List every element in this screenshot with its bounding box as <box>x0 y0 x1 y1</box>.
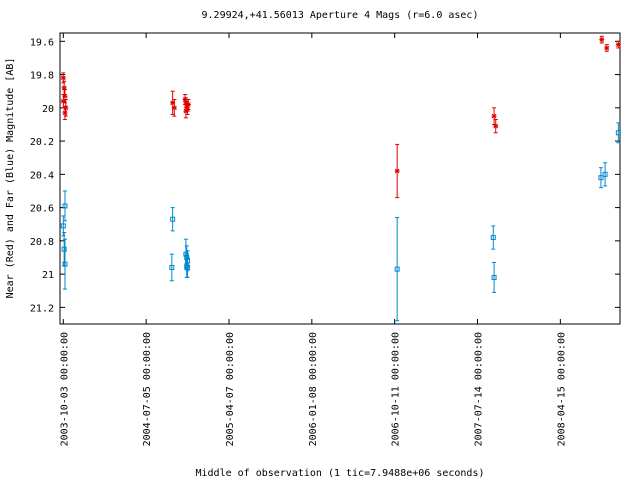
point-marker <box>60 75 66 81</box>
point-marker <box>171 105 177 111</box>
y-tick-label: 21 <box>42 270 54 281</box>
series-2 <box>60 122 621 322</box>
point-marker <box>491 274 497 280</box>
x-tick-label: 2004-07-05 00:00:00 <box>142 332 153 446</box>
point-marker <box>490 235 496 241</box>
y-tick-label: 21.2 <box>30 303 54 314</box>
data-point <box>491 261 497 293</box>
point-marker <box>62 261 68 267</box>
data-point <box>602 162 608 187</box>
data-point <box>62 105 68 120</box>
x-tick-label: 2003-10-03 00:00:00 <box>59 332 70 446</box>
x-tick-label: 2007-07-14 00:00:00 <box>474 332 485 446</box>
plot-frame <box>59 32 621 325</box>
x-tick-label: 2006-01-08 00:00:00 <box>308 332 319 446</box>
data-point <box>62 238 68 290</box>
x-axis: 2003-10-03 00:00:00 2004-07-05 00:00:00 20… <box>59 33 567 446</box>
data-point <box>394 143 400 199</box>
point-marker <box>170 216 176 222</box>
y-tick-label: 19.8 <box>30 71 54 82</box>
x-tick-label: 2006-10-11 00:00:00 <box>391 332 402 446</box>
point-marker <box>491 113 497 119</box>
point-marker <box>60 223 66 229</box>
data-point <box>171 99 177 117</box>
point-marker <box>599 37 605 43</box>
y-tick-label: 20 <box>42 104 54 115</box>
data-point <box>598 167 604 189</box>
y-axis-label: Near (Red) and Far (Blue) Magnitude [AB] <box>5 58 16 299</box>
x-axis-label: Middle of observation (1 tic=7.9488e+06 … <box>196 468 485 479</box>
point-marker <box>394 266 400 272</box>
series-1 <box>60 35 621 199</box>
y-axis: 19.6 19.8 20 20.2 20.4 20.6 20.8 21 21.2 <box>30 37 620 314</box>
data-point <box>493 118 499 134</box>
y-tick-label: 19.6 <box>30 37 54 48</box>
point-marker <box>604 45 610 51</box>
data-point <box>185 256 191 278</box>
x-tick-label: 2005-04-07 00:00:00 <box>225 332 236 446</box>
data-point <box>169 253 175 282</box>
point-marker <box>62 110 68 116</box>
point-marker <box>185 264 191 270</box>
y-tick-label: 20.2 <box>30 137 54 148</box>
y-tick-label: 20.8 <box>30 237 54 248</box>
point-marker <box>394 168 400 174</box>
x-tick-label: 2008-04-15 00:00:00 <box>556 332 567 446</box>
point-marker <box>615 42 621 47</box>
point-marker <box>61 246 67 252</box>
point-marker <box>62 203 68 209</box>
data-point <box>490 225 496 250</box>
data-point <box>604 44 610 52</box>
point-marker <box>185 102 191 107</box>
point-marker <box>493 123 499 129</box>
data-point <box>615 40 621 49</box>
data-point <box>185 99 191 110</box>
chart-title: 9.29924,+41.56013 Aperture 4 Mags (r=6.0… <box>202 10 479 21</box>
data-point <box>599 35 605 44</box>
data-point <box>60 72 66 84</box>
data-point <box>61 232 67 267</box>
point-marker <box>615 130 621 136</box>
point-marker <box>598 175 604 181</box>
y-tick-label: 20.4 <box>30 170 54 181</box>
point-marker <box>169 264 175 270</box>
data-point <box>170 207 176 232</box>
data-point <box>615 122 621 144</box>
data-marks <box>60 35 621 322</box>
data-point <box>394 217 400 322</box>
y-tick-label: 20.6 <box>30 204 54 215</box>
point-marker <box>602 171 608 177</box>
